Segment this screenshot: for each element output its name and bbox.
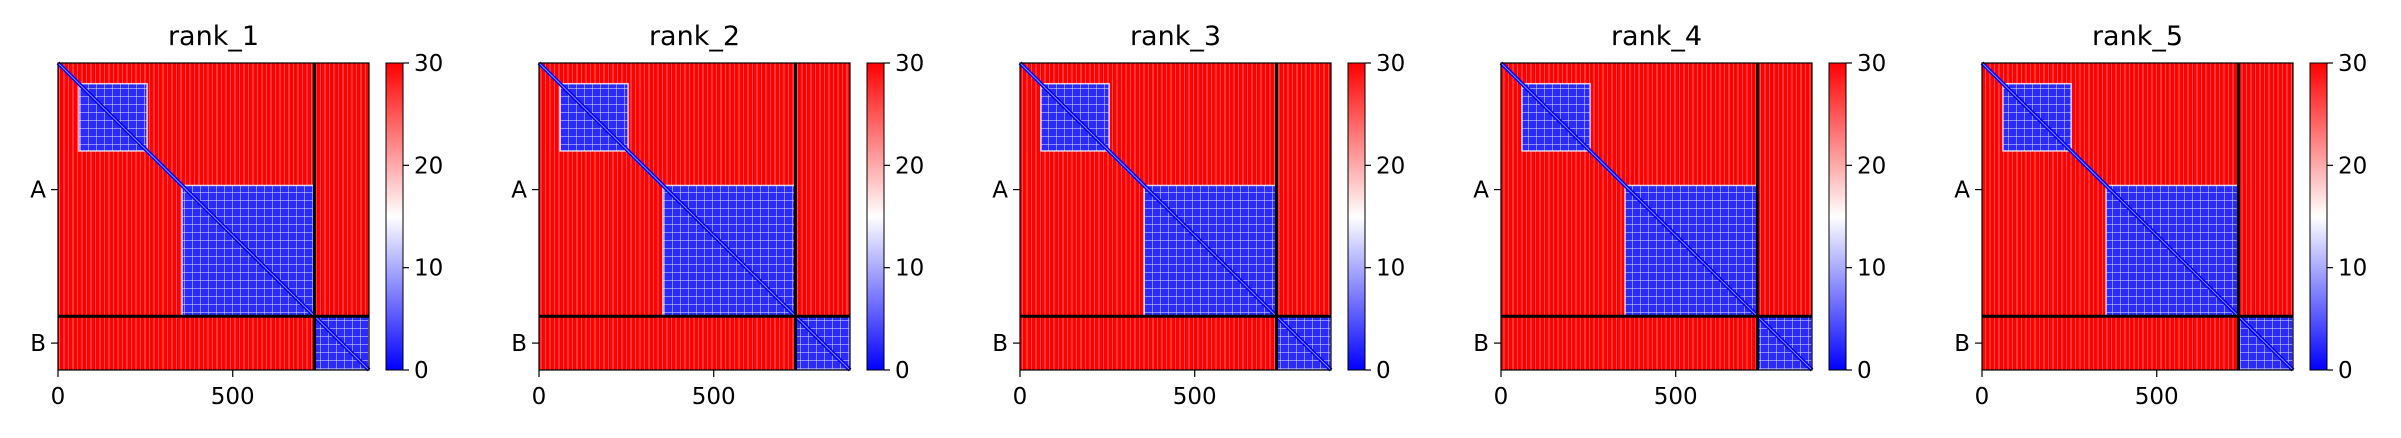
y-tick-label: B [30,331,46,357]
heatmap-frame [57,62,370,371]
colorbar-tick-label: 10 [895,256,924,282]
panel-title: rank_3 [1130,21,1221,52]
y-tick-label: A [1954,178,1970,204]
colorbar [1347,62,1366,371]
x-tick-label: 500 [1654,384,1698,410]
panel-1: rank_1 0 500 A B 0 10 20 30 [30,21,443,410]
colorbar-tick-label: 0 [1376,358,1391,384]
heatmap-frame [1981,62,2294,371]
panel-title: rank_2 [649,21,740,52]
y-tick-label: B [1473,331,1489,357]
heatmap-frame [538,62,851,371]
colorbar-tick-label: 30 [895,51,924,77]
colorbar-tick-label: 10 [2338,256,2367,282]
colorbar-tick-label: 20 [414,153,443,179]
x-tick-label: 0 [1013,384,1028,410]
diagonal-core [1981,62,2294,371]
block-edge [1040,82,1110,152]
y-tick-label: B [1954,331,1970,357]
heatmap-frame [1019,62,1332,371]
panel-3: rank_3 0 500 A B 0 10 20 30 [992,21,1405,410]
diagonal-core [1500,62,1813,371]
y-tick-label: B [511,331,527,357]
heatmap-frame [1500,62,1813,371]
colorbar-tick-label: 0 [1857,358,1872,384]
diagonal-core [1019,62,1332,371]
panel-title: rank_1 [168,21,259,52]
panel-2: rank_2 0 500 A B 0 10 20 30 [511,21,924,410]
colorbar-tick-label: 10 [414,256,443,282]
colorbar [2309,62,2328,371]
colorbar-tick-label: 10 [1376,256,1405,282]
colorbar [1828,62,1847,371]
colorbar-tick-label: 0 [414,358,429,384]
diagonal-core [57,62,370,371]
colorbar [385,62,404,371]
x-tick-label: 500 [692,384,736,410]
x-tick-label: 500 [2135,384,2179,410]
colorbar-tick-label: 30 [1857,51,1886,77]
x-tick-label: 0 [1975,384,1990,410]
block-edge [2002,82,2072,152]
x-tick-label: 0 [51,384,66,410]
diagonal-core [538,62,851,371]
x-tick-label: 500 [211,384,255,410]
x-tick-label: 500 [1173,384,1217,410]
colorbar-tick-label: 20 [2338,153,2367,179]
colorbar-tick-label: 0 [895,358,910,384]
y-tick-label: A [1473,178,1489,204]
block-edge [1521,82,1591,152]
x-tick-label: 0 [532,384,547,410]
panel-5: rank_5 0 500 A B 0 10 20 30 [1954,21,2367,410]
colorbar-tick-label: 20 [895,153,924,179]
y-tick-label: A [30,178,46,204]
y-tick-label: A [992,178,1008,204]
colorbar [866,62,885,371]
colorbar-tick-label: 20 [1857,153,1886,179]
block-edge [78,82,148,152]
x-tick-label: 0 [1494,384,1509,410]
colorbar-tick-label: 30 [1376,51,1405,77]
panel-title: rank_5 [2092,21,2183,52]
y-tick-label: A [511,178,527,204]
y-tick-label: B [992,331,1008,357]
panel-title: rank_4 [1611,21,1702,52]
colorbar-tick-label: 0 [2338,358,2353,384]
colorbar-tick-label: 30 [414,51,443,77]
panel-4: rank_4 0 500 A B 0 10 20 30 [1473,21,1886,410]
block-edge [559,82,629,152]
colorbar-tick-label: 30 [2338,51,2367,77]
colorbar-tick-label: 20 [1376,153,1405,179]
colorbar-tick-label: 10 [1857,256,1886,282]
